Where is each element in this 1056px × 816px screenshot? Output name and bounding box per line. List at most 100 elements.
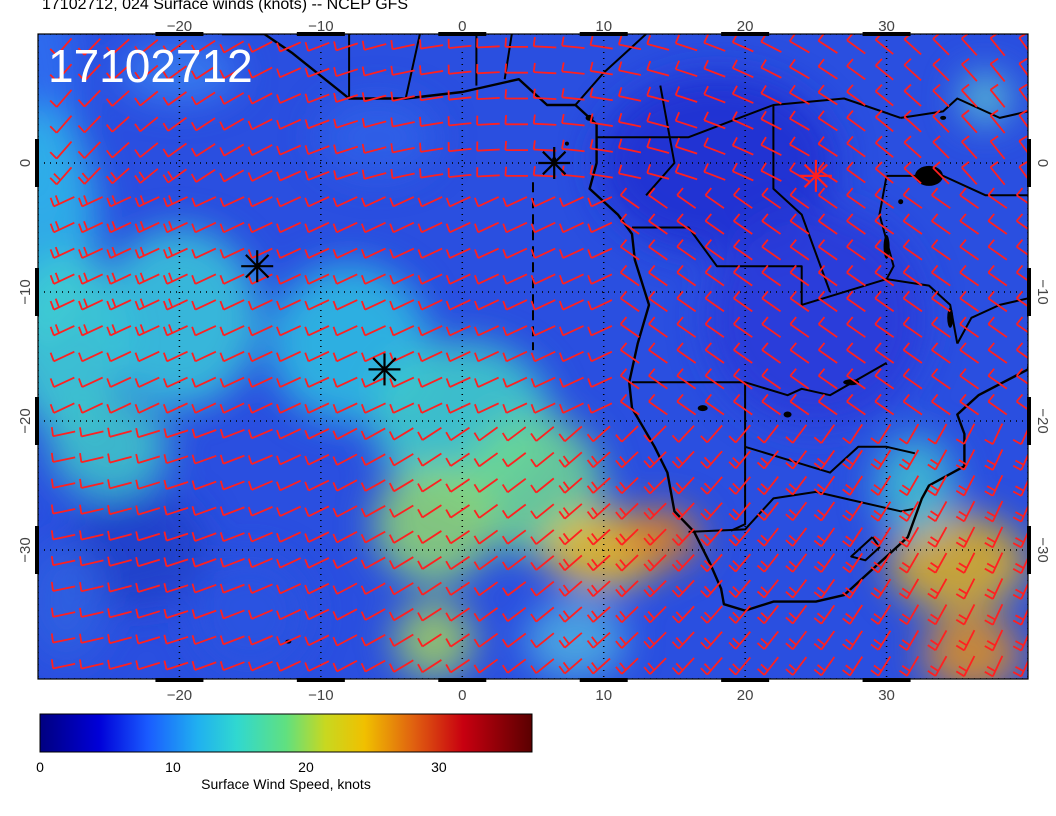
wind-barb <box>959 393 980 416</box>
wind-barb <box>333 92 359 103</box>
wind-barb <box>389 221 415 234</box>
wind-barb <box>247 660 273 672</box>
lon-tick-top: −10 <box>308 18 333 35</box>
wind-barb <box>700 605 723 624</box>
wind-barb <box>107 608 132 619</box>
wind-barb <box>676 264 697 287</box>
wind-barb <box>1012 526 1028 549</box>
wind-barb <box>106 402 132 414</box>
wind-barb <box>676 316 697 338</box>
wind-barb <box>134 220 160 234</box>
wind-barb <box>931 316 951 338</box>
wind-barb <box>643 502 667 520</box>
colorbar-tick-label: 20 <box>298 759 314 775</box>
wind-barb <box>756 605 779 625</box>
wind-barb <box>817 264 838 287</box>
wind-barb <box>587 247 613 259</box>
wind-barb <box>191 480 217 491</box>
wind-barb <box>731 162 754 182</box>
africa-coast <box>221 34 1028 612</box>
wind-barb <box>49 115 73 134</box>
wind-barb <box>898 655 920 677</box>
wind-barb <box>984 500 1004 523</box>
wind-barb <box>703 34 726 52</box>
wind-barb <box>789 162 810 183</box>
wind-barb <box>332 582 358 595</box>
wind-barb <box>761 368 782 390</box>
wind-barb <box>247 299 273 311</box>
wind-barb <box>530 247 556 259</box>
wind-barb <box>874 342 895 364</box>
wind-barb <box>473 503 499 519</box>
lat-tick-right: −10 <box>1034 279 1051 304</box>
wind-barb <box>846 342 866 364</box>
wind-barb <box>931 290 951 313</box>
wind-barb <box>502 402 528 414</box>
wind-barb <box>474 196 500 208</box>
wind-barb <box>704 368 725 390</box>
wind-barb <box>191 660 217 671</box>
wind-barb <box>1012 629 1028 652</box>
wind-barb <box>586 425 611 443</box>
wind-barb <box>445 504 470 519</box>
map-axes: −20 −20 −10 −10 0 0 10 10 20 20 30 30 0 0 −10 −10 −20 −20… <box>17 18 1051 704</box>
wind-barb <box>388 530 414 544</box>
wind-barb <box>842 423 864 445</box>
wind-barb <box>931 342 951 364</box>
wind-barb <box>219 350 245 363</box>
wind-barb <box>1015 213 1028 235</box>
wind-barb <box>874 368 895 390</box>
wind-barb <box>643 451 667 469</box>
country-border-10 <box>900 97 1028 119</box>
wind-barb <box>1012 500 1028 523</box>
wind-barb <box>870 656 892 677</box>
wind-barb <box>842 449 864 470</box>
wind-barb <box>276 118 302 130</box>
wind-barb <box>817 187 838 209</box>
wind-barb <box>530 221 556 234</box>
wind-barb <box>671 554 695 572</box>
lat-tick-bar-left <box>35 139 39 187</box>
wind-barb <box>247 506 273 517</box>
lat-tick-left: −20 <box>17 408 34 433</box>
wind-barb <box>247 454 273 465</box>
wind-barb <box>903 135 922 159</box>
wind-barb <box>789 187 810 209</box>
wind-barb <box>733 187 753 209</box>
wind-barb <box>646 34 670 51</box>
wind-barb <box>558 528 583 546</box>
wind-barb <box>474 247 500 259</box>
wind-barb <box>700 631 723 650</box>
country-border-15 <box>404 34 421 99</box>
wind-barb <box>78 220 104 234</box>
wind-barb <box>619 290 640 313</box>
wind-barb <box>902 239 923 261</box>
lon-tick-bottom: 0 <box>458 687 466 704</box>
wind-barb <box>931 264 951 287</box>
wind-barb <box>674 34 698 52</box>
wind-barb <box>1015 316 1028 338</box>
wind-barb <box>474 402 500 414</box>
wind-barb <box>671 579 695 598</box>
wind-barb <box>761 187 782 209</box>
wind-barb <box>390 143 415 154</box>
wind-barb <box>959 342 980 364</box>
wind-barb <box>502 299 528 311</box>
wind-barb <box>49 37 73 57</box>
wind-barb <box>389 299 415 311</box>
wind-barb <box>643 476 667 495</box>
wind-barb <box>78 298 104 311</box>
wind-barb <box>617 112 642 128</box>
country-border-7 <box>886 278 959 344</box>
wind-barb <box>532 88 557 100</box>
wind-barb <box>447 167 472 178</box>
wind-barb <box>646 60 670 77</box>
wind-barb <box>789 393 810 416</box>
wind-barb <box>276 93 302 104</box>
wind-barb <box>846 58 866 81</box>
wind-barb <box>846 239 866 261</box>
wind-barb <box>671 502 695 521</box>
wind-barb <box>931 393 951 416</box>
wind-barb <box>731 59 754 79</box>
wind-barb <box>728 476 751 495</box>
